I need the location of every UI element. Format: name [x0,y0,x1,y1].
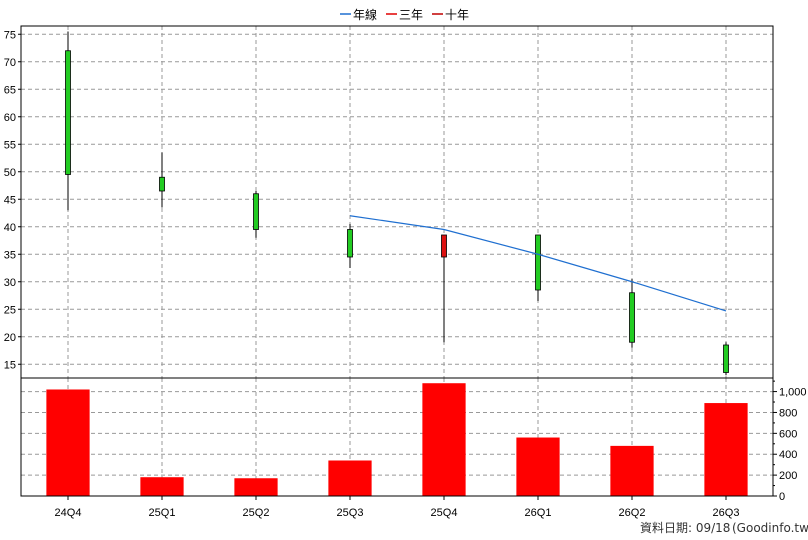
legend: 年線 三年 十年 [340,7,469,22]
volume-panel-frame [20,377,774,497]
candle-body-26Q3 [723,344,729,373]
price-tick-label: 30 [4,277,16,289]
candle-body-25Q4 [441,234,447,258]
ma-year-line [349,215,727,312]
legend-label-year: 年線 [353,7,377,22]
moving-average [349,215,727,312]
x-tick-label-25Q1: 25Q1 [149,507,176,519]
volume-tick-label: 0 [779,491,785,503]
volume-bar-26Q2 [610,445,654,496]
volume-bar-25Q1 [140,477,184,496]
candle-body-26Q2 [629,292,635,343]
volume-bar-25Q2 [234,478,278,496]
x-tick-label-26Q1: 26Q1 [525,507,552,519]
price-axis: 15 20 25 30 35 40 45 50 55 60 65 70 75 [4,29,21,371]
x-tick-label-25Q2: 25Q2 [243,507,270,519]
volume-bar-26Q3 [704,403,748,496]
plot-frames [20,25,774,497]
volume-tick-label: 400 [779,449,797,461]
legend-label-three: 三年 [399,8,423,22]
candle-body-25Q2 [253,193,259,230]
price-tick-label: 75 [4,29,16,41]
price-grid [21,26,773,378]
footer-date: 資料日期: 09/18 [640,521,730,535]
candle-body-25Q3 [347,229,353,258]
x-axis: 24Q4 25Q1 25Q2 25Q3 25Q4 26Q1 26Q2 26Q3 [55,496,740,519]
price-tick-label: 40 [4,222,16,234]
x-tick-label-25Q4: 25Q4 [431,507,458,519]
price-tick-label: 25 [4,304,16,316]
candle-body-25Q1 [159,176,165,192]
price-tick-label: 20 [4,332,16,344]
price-tick-label: 65 [4,84,16,96]
volume-tick-label: 600 [779,428,797,440]
price-tick-label: 45 [4,194,16,206]
price-tick-label: 70 [4,57,16,69]
footer-source: (Goodinfo.tw) [732,521,808,535]
price-tick-label: 55 [4,139,16,151]
volume-tick-label: 1,000 [779,387,807,399]
volume-tick-label: 800 [779,407,797,419]
legend-label-ten: 十年 [445,8,469,22]
x-tick-label-25Q3: 25Q3 [337,507,364,519]
volume-bar-25Q4 [422,383,466,496]
candle-body-24Q4 [65,50,71,175]
candle-body-26Q1 [535,234,541,291]
x-tick-label-26Q2: 26Q2 [619,507,646,519]
x-tick-label-26Q3: 26Q3 [713,507,740,519]
footer: 資料日期: 09/18 (Goodinfo.tw) [640,521,808,535]
price-tick-label: 50 [4,167,16,179]
candlesticks [65,31,729,376]
volume-tick-label: 200 [779,470,797,482]
price-tick-label: 60 [4,112,16,124]
volume-bar-24Q4 [46,389,90,496]
price-panel-frame [20,25,774,379]
volume-bar-26Q1 [516,437,560,496]
volume-axis: 0 200 400 600 800 1,000 [773,380,807,503]
x-tick-label-24Q4: 24Q4 [55,507,82,519]
volume-bar-25Q3 [328,460,372,496]
volume-bars [46,383,748,496]
volume-grid [21,378,773,496]
price-tick-label: 15 [4,359,16,371]
price-tick-label: 35 [4,249,16,261]
